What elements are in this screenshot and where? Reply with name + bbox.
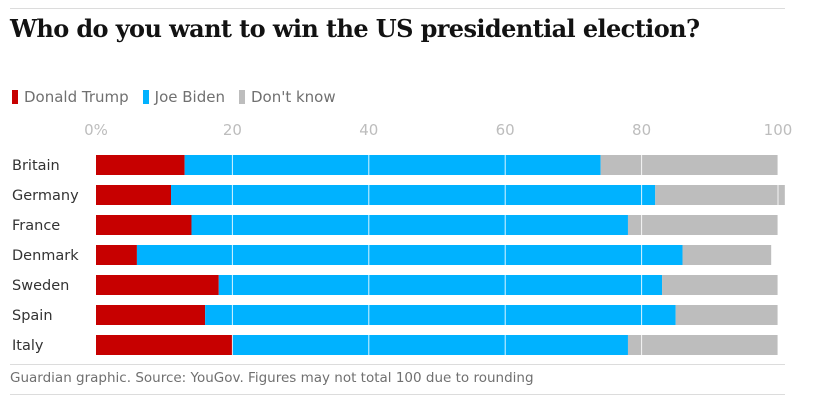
category-label-britain: Britain [12, 158, 60, 174]
bar-biden-spain [205, 305, 676, 325]
bar-trump-spain [96, 305, 206, 325]
x-tick-label-100: 100 [764, 121, 793, 139]
bar-trump-italy [96, 335, 233, 355]
bar-trump-france [96, 215, 192, 235]
bar-dontknow-italy [627, 335, 778, 355]
bar-biden-germany [171, 185, 656, 205]
bar-biden-sweden [218, 275, 663, 295]
x-tick-label-80: 80 [632, 121, 651, 139]
bar-trump-denmark [96, 245, 137, 265]
category-label-denmark: Denmark [12, 248, 79, 264]
category-label-spain: Spain [12, 308, 53, 324]
top-rule [10, 8, 785, 9]
category-label-germany: Germany [12, 188, 79, 204]
bar-dontknow-spain [675, 305, 778, 325]
x-tick-label-60: 60 [496, 121, 515, 139]
bar-biden-italy [232, 335, 628, 355]
bottom-rule [10, 394, 785, 395]
category-label-sweden: Sweden [12, 278, 69, 294]
source-note: Guardian graphic. Source: YouGov. Figure… [10, 370, 534, 386]
legend-item-dontknow: Don't know [238, 88, 336, 106]
bar-trump-britain [96, 155, 185, 175]
bar-dontknow-denmark [682, 245, 772, 265]
bar-dontknow-germany [655, 185, 785, 205]
legend-label-dontknow: Don't know [250, 88, 336, 106]
x-tick-label-40: 40 [359, 121, 378, 139]
legend: Donald Trump Joe Biden Don't know [12, 88, 336, 106]
bar-dontknow-france [627, 215, 778, 235]
x-tick-label-20: 20 [223, 121, 242, 139]
x-tick-label-0: 0% [84, 121, 108, 139]
bar-trump-germany [96, 185, 172, 205]
legend-swatch-dontknow [238, 90, 245, 104]
legend-label-trump: Donald Trump [24, 88, 129, 106]
chart-title: Who do you want to win the US presidenti… [10, 14, 700, 43]
bar-biden-britain [184, 155, 601, 175]
bar-biden-france [191, 215, 628, 235]
category-label-france: France [12, 218, 60, 234]
legend-swatch-biden [142, 90, 149, 104]
legend-item-trump: Donald Trump [12, 88, 129, 106]
legend-swatch-trump [12, 90, 18, 104]
legend-item-biden: Joe Biden [142, 88, 225, 106]
bar-dontknow-sweden [662, 275, 778, 295]
bar-trump-sweden [96, 275, 219, 295]
bar-dontknow-britain [600, 155, 778, 175]
bar-biden-denmark [136, 245, 683, 265]
category-label-italy: Italy [12, 338, 44, 354]
footer-rule [10, 364, 785, 365]
legend-label-biden: Joe Biden [154, 88, 225, 106]
